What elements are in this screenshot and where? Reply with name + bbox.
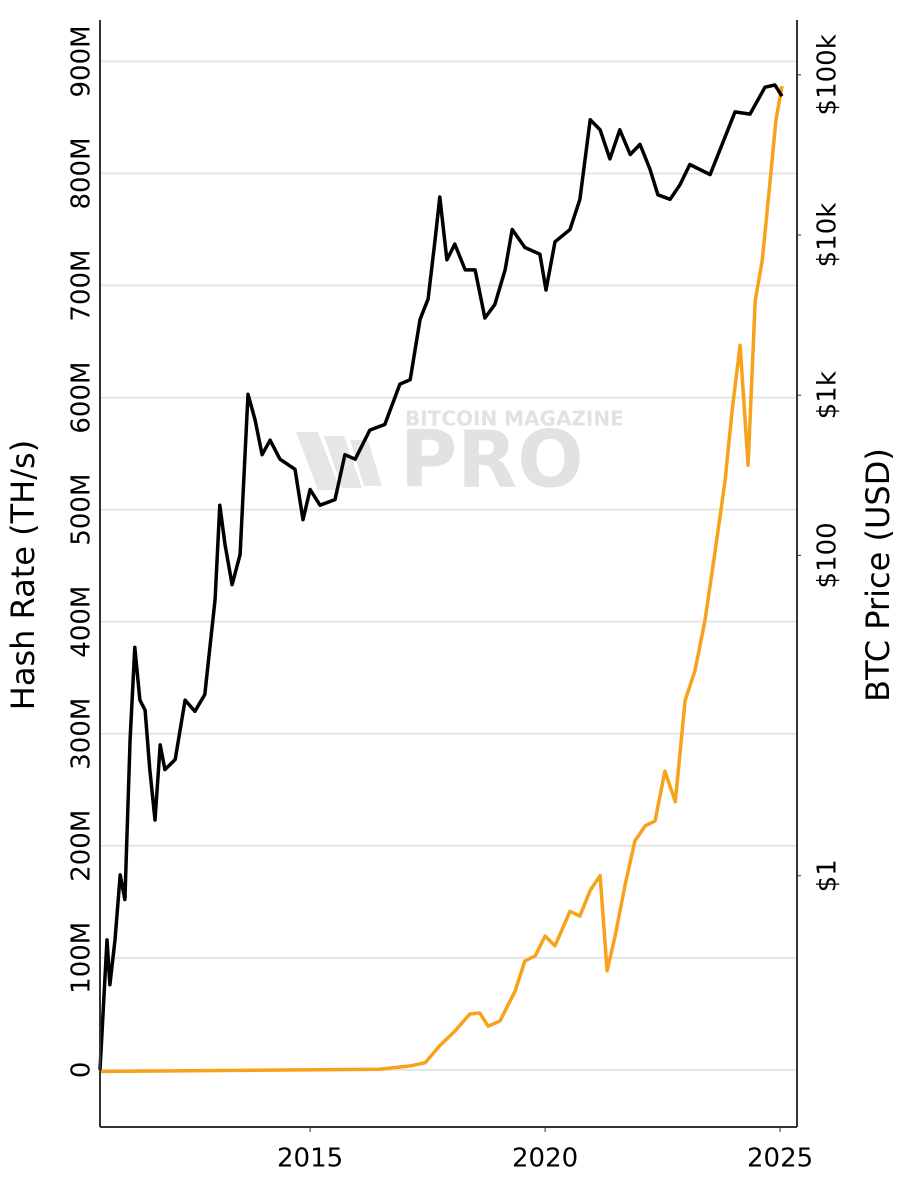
y-tick-label: 0 <box>67 1062 97 1079</box>
y-tick-label: 100M <box>67 922 97 994</box>
y-tick-label: 900M <box>67 25 97 97</box>
y-axis-title: Hash Rate (TH/s) <box>4 440 42 710</box>
y2-tick-label: $100k <box>813 34 843 115</box>
watermark-text: PRO <box>400 415 584 505</box>
y-tick-label: 300M <box>67 698 97 770</box>
y2-tick-label: $100 <box>813 522 843 588</box>
x-tick-label: 2025 <box>747 1144 813 1174</box>
ticks: 0 100M 200M 300M 400M 500M 600M 700M 800M 900M $1 $… <box>67 25 843 1173</box>
x-tick-label: 2020 <box>512 1144 578 1174</box>
watermark-text: BITCOIN MAGAZINE <box>405 407 624 431</box>
y-tick-label: 400M <box>67 586 97 658</box>
lines <box>98 83 784 1074</box>
y-tick-label: 800M <box>67 137 97 209</box>
y-tick-label: 700M <box>67 250 97 322</box>
grid <box>100 60 797 1071</box>
x-tick-label: 2015 <box>277 1144 343 1174</box>
series-line <box>99 85 784 1074</box>
y-tick-label: 600M <box>67 362 97 434</box>
y-tick-label: 500M <box>67 474 97 546</box>
y2-axis-title: BTC Price (USD) <box>859 448 897 702</box>
y2-tick-label: $1k <box>813 371 843 419</box>
y2-tick-label: $10k <box>813 203 843 268</box>
y2-tick-label: $1 <box>813 859 843 892</box>
series-line <box>98 83 784 1070</box>
y-tick-label: 200M <box>67 810 97 882</box>
